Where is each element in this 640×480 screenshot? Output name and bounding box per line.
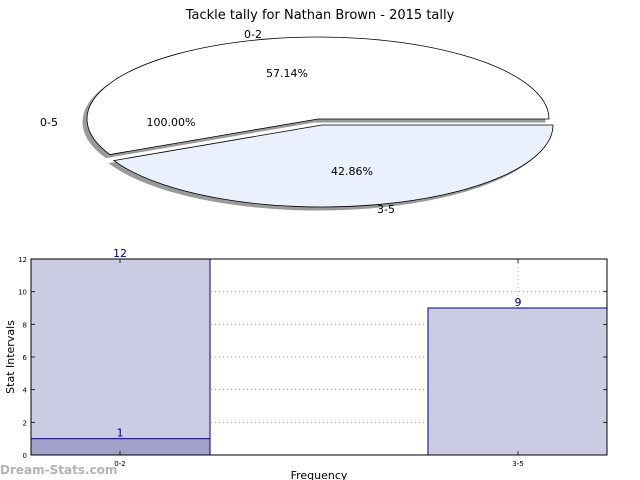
bar-value-label: 12 <box>113 247 127 260</box>
pie-percent-label: 42.86% <box>331 165 373 178</box>
y-axis-title: Stat Intervals <box>4 320 17 394</box>
y-tick-label: 12 <box>18 256 27 264</box>
pie-slice <box>112 124 554 208</box>
bar <box>30 438 211 456</box>
bar-value-label: 9 <box>515 296 522 309</box>
x-axis-title: Frequency <box>291 469 348 480</box>
y-tick-label: 0 <box>23 452 27 460</box>
x-tick-label: 0-2 <box>114 460 125 468</box>
pie-slice-label: 0-2 <box>244 28 262 41</box>
watermark: Dream-Stats.com <box>0 463 117 477</box>
pie-percent-label: 57.14% <box>266 67 308 80</box>
bar-value-label: 1 <box>117 427 124 440</box>
pie-percent-label: 100.00% <box>147 116 196 129</box>
pie-slice <box>86 36 550 155</box>
pie-slice-label: 0-5 <box>40 116 58 129</box>
pie-title: Tackle tally for Nathan Brown - 2015 tal… <box>185 8 455 23</box>
pie-slice-label: 3-5 <box>377 203 395 216</box>
bar <box>427 307 608 456</box>
y-tick-label: 8 <box>23 321 27 329</box>
pie-chart: Tackle tally for Nathan Brown - 2015 tal… <box>40 8 554 216</box>
x-tick-label: 3-5 <box>512 460 523 468</box>
y-tick-label: 6 <box>23 354 28 362</box>
y-tick-label: 4 <box>23 387 28 395</box>
bar-chart: 12 9 1 0 2 4 6 8 10 12 0-2 3-5 Frequency Stat Inte… <box>4 247 608 480</box>
bar <box>30 258 211 456</box>
y-tick-label: 10 <box>18 289 27 297</box>
y-tick-label: 2 <box>23 419 27 427</box>
